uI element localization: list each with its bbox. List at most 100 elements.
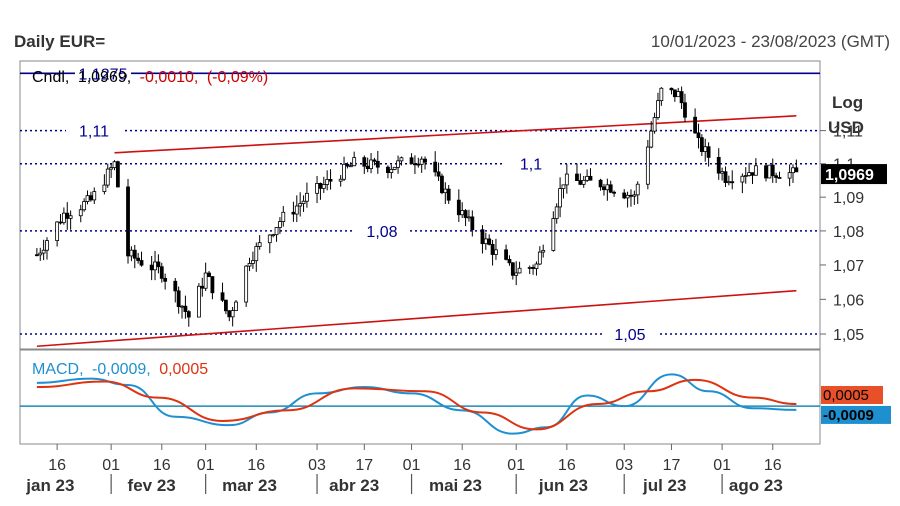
candle-body: [517, 267, 522, 274]
y-tick-label: 1,07: [833, 258, 864, 275]
candle-body: [365, 165, 370, 170]
log-label: Log: [832, 93, 863, 112]
candle-body: [635, 183, 640, 196]
candle-body: [173, 280, 178, 292]
trend-lines: [36, 114, 797, 348]
candle-body: [203, 272, 208, 289]
x-tick-label: 16: [558, 457, 576, 474]
candle-body: [338, 178, 343, 182]
candle-body: [585, 175, 589, 181]
y-axis-ticks: 1,051,061,071,081,091,11,111,0969: [820, 124, 887, 344]
candle-body: [149, 264, 154, 271]
unit-label: USD: [828, 118, 864, 137]
candle-body: [504, 249, 508, 260]
candle-body: [753, 165, 758, 176]
candle-body: [514, 272, 519, 276]
candle-body: [787, 172, 792, 179]
candle-body: [767, 164, 772, 179]
trend-line: [36, 289, 797, 348]
candle-body: [564, 173, 569, 186]
candle-body: [531, 267, 535, 269]
candle-body: [200, 285, 205, 289]
x-tick-label: 16: [153, 457, 171, 474]
candle-body: [396, 160, 400, 168]
candle-body: [207, 272, 211, 277]
candle-body: [470, 216, 475, 231]
x-tick-label: 01: [713, 457, 731, 474]
level-label-bg: [75, 63, 131, 84]
candle-body: [274, 227, 279, 236]
macd-lines: 0,0005 -0,0009: [20, 373, 891, 435]
x-tick-label: 01: [197, 457, 215, 474]
date-range: 10/01/2023 - 23/08/2023 (GMT): [650, 32, 890, 51]
candles: [34, 86, 799, 327]
candle-body: [41, 249, 46, 254]
candle-body: [294, 205, 299, 215]
candle-body: [163, 277, 168, 282]
candle-body: [669, 87, 674, 91]
trend-line: [114, 114, 797, 154]
candle-body: [588, 175, 593, 181]
x-tick-label: 01: [102, 457, 120, 474]
candle-body: [156, 261, 161, 268]
candle-body: [210, 276, 215, 294]
candle-body: [612, 191, 616, 194]
candle-body: [159, 266, 164, 279]
candle-body: [602, 186, 606, 191]
candle-body: [126, 186, 130, 257]
candle-body: [244, 265, 249, 303]
candle-body: [254, 246, 259, 262]
candle-body: [747, 172, 752, 176]
candle-body: [730, 181, 735, 184]
x-tick-label: 17: [663, 457, 681, 474]
candle-body: [234, 301, 238, 311]
signal-value-box: [821, 386, 883, 404]
x-tick-label: 03: [615, 457, 633, 474]
candle-body: [480, 229, 485, 245]
candle-body: [558, 188, 562, 208]
level-label-bg: [66, 120, 122, 141]
candle-body: [291, 211, 296, 215]
candle-body: [770, 164, 775, 177]
candle-body: [456, 199, 461, 216]
candle-body: [467, 216, 471, 219]
candle-body: [386, 166, 390, 173]
price-legend: Cndl, 1,0969, -0,0010, (-0,09%): [32, 69, 268, 86]
level-label: 1,1: [520, 157, 542, 174]
candle-body: [598, 179, 603, 188]
candle-body: [328, 179, 333, 182]
candle-body: [693, 116, 698, 134]
x-axis-ticks: 16 01 16 01 16 03 17 01 16 01 16 03 17 01 16 jan 23 fev …: [25, 444, 783, 495]
candle-body: [55, 221, 60, 242]
candle-body: [656, 100, 660, 118]
month-label: abr 23: [329, 476, 379, 495]
level-label-bg: [503, 153, 559, 174]
macd-series-line: [36, 373, 797, 435]
candle-body: [34, 254, 39, 257]
candle-body: [267, 234, 272, 244]
candle-body: [699, 137, 704, 152]
y-tick-label: 1,08: [833, 224, 864, 241]
candle-body: [372, 159, 377, 162]
candle-body: [230, 310, 235, 318]
candle-body: [764, 165, 768, 179]
candle-body: [777, 177, 782, 179]
horizontal-levels: 1,1275 1,11 1,1 1,08 1,05: [20, 63, 820, 345]
candle-body: [102, 184, 107, 192]
y-tick-label: 1,06: [833, 292, 864, 309]
candle-body: [794, 167, 799, 173]
candle-body: [581, 179, 586, 185]
candle-body: [683, 102, 687, 118]
candle-body: [68, 215, 73, 219]
candle-body: [136, 257, 141, 261]
candle-body: [696, 132, 701, 139]
last-value-box: [821, 164, 887, 185]
y-tick-label: 1,09: [833, 190, 864, 207]
candle-body: [251, 260, 255, 264]
candle-body: [419, 158, 424, 165]
candle-body: [375, 160, 380, 168]
month-label: jul 23: [642, 476, 686, 495]
x-tick-label: 16: [764, 457, 782, 474]
level-label-bg: [354, 220, 410, 241]
candle-body: [723, 171, 728, 183]
